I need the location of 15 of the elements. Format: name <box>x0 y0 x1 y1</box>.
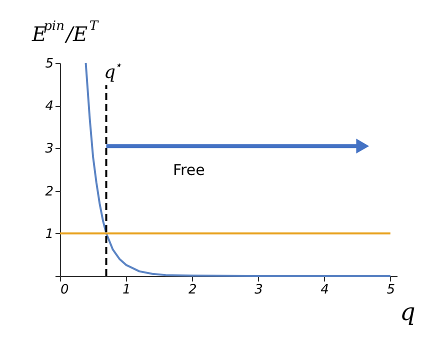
y-tick-label: 1 <box>45 226 54 242</box>
x-tick-label: 1 <box>122 282 131 298</box>
x-tick-label: 5 <box>386 282 396 298</box>
x-tick-label: 2 <box>188 282 197 298</box>
x-tick-label: 4 <box>320 282 329 298</box>
y-tick-label: 5 <box>45 56 54 72</box>
annotation: Free <box>173 161 205 179</box>
x-tick-label: 0 <box>60 282 69 298</box>
y-tick-label: 3 <box>45 142 54 157</box>
line-series <box>84 62 392 277</box>
x-axis-title: q <box>400 298 416 326</box>
y-tick-label: 2 <box>45 184 54 200</box>
x-tick-label: 3 <box>254 282 263 298</box>
y-tick-label: 4 <box>45 99 54 114</box>
annotation: q⋆ <box>104 58 122 83</box>
